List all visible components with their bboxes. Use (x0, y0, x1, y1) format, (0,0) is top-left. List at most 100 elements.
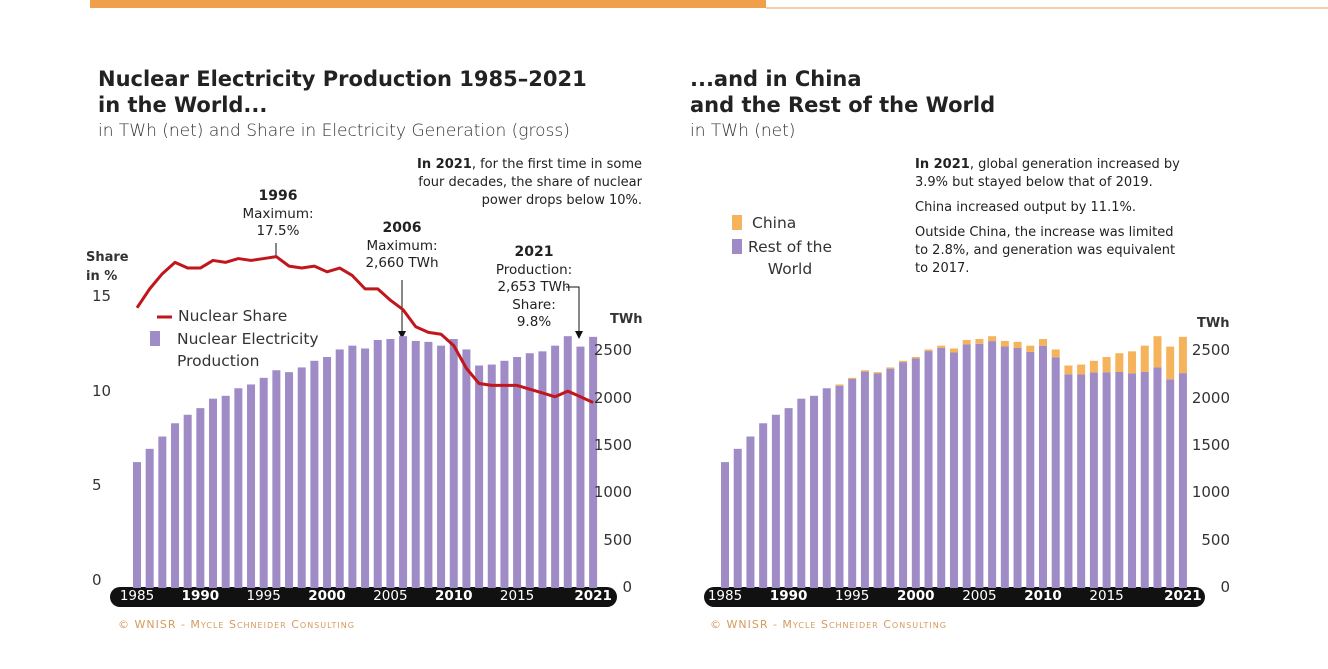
bar (259, 377, 268, 588)
legend-swatch (732, 215, 742, 230)
legend-swatch (150, 331, 160, 346)
annotation-line: 9.8% (516, 314, 552, 330)
bar (348, 345, 357, 588)
bar (525, 353, 534, 588)
bar-segment (848, 378, 857, 588)
bar-segment (1166, 379, 1175, 588)
annotation: 2021 Production: 2,653 TWh Share: 9.8% (474, 244, 594, 332)
bar-segment (1051, 349, 1060, 358)
share-line (135, 255, 594, 404)
bar-segment (1026, 351, 1035, 588)
y2-tick-label: 2000 (593, 388, 632, 407)
bar (158, 436, 167, 588)
annotation-line: 2006 (382, 220, 422, 236)
note-text: , for the first time in some four decade… (418, 157, 642, 208)
bar-segment (899, 362, 908, 588)
y-tick-label: 15 (92, 287, 112, 305)
bar-segment (886, 367, 895, 369)
bar-segment (1178, 336, 1187, 374)
bar (183, 414, 192, 588)
legend-label: Nuclear Share (178, 307, 288, 325)
x-tick-label: 2010 (1024, 588, 1062, 604)
bar-segment (911, 358, 920, 588)
bar-segment (988, 341, 997, 588)
bar (576, 346, 585, 588)
annotation-line: 2,653 TWh (497, 279, 571, 295)
bar-segment (1089, 372, 1098, 588)
bar-segment (873, 373, 882, 588)
y-tick-label: 0 (1220, 578, 1230, 596)
y2-tick-label: 2500 (593, 341, 632, 360)
bar (437, 345, 446, 588)
y2-tick-label: 500 (603, 530, 632, 549)
x-tick-label: 1995 (835, 588, 870, 604)
bar (272, 370, 281, 588)
note-text: China increased output by 11.1%. (915, 200, 1136, 215)
note: In 2021, for the first time in some four… (387, 156, 642, 210)
bar-segment (924, 351, 933, 588)
x-tick-label: 2000 (897, 588, 935, 604)
bar-segment (1166, 346, 1175, 380)
annotation-line: Share: (512, 296, 556, 313)
bar (196, 408, 205, 588)
bar (361, 348, 370, 588)
annotation: 1996 Maximum: 17.5% (218, 188, 338, 241)
bar (234, 388, 243, 588)
y-tick-label: 1000 (1191, 483, 1230, 502)
bar (500, 360, 509, 588)
x-tick-label: 2015 (1089, 588, 1124, 604)
bar-segment (1102, 357, 1111, 373)
bar (424, 341, 433, 588)
chart-title: and the Rest of the World (690, 93, 996, 117)
bar-segment (1115, 371, 1124, 588)
x-tick-label: 1990 (769, 588, 808, 604)
x-tick-label: 2005 (373, 588, 408, 604)
bar-segment (1000, 340, 1009, 347)
arrowhead (398, 331, 406, 339)
annotation-line: Production: (495, 261, 573, 278)
bar-segment (949, 348, 958, 353)
bar-segment (1064, 365, 1073, 375)
bar (386, 339, 395, 588)
bar (475, 365, 484, 588)
bar-segment (1102, 372, 1111, 588)
bar-segment (746, 436, 755, 588)
x-tick-label: 2000 (308, 588, 346, 604)
bar (323, 357, 332, 588)
notes: In 2021, global generation increased by … (915, 156, 1185, 285)
bar-segment (988, 336, 997, 342)
bar-segment (1115, 353, 1124, 372)
y-tick-label: 2500 (1191, 341, 1230, 360)
x-tick-label: 2010 (434, 588, 473, 604)
bar-segment (822, 388, 831, 588)
legend-label: Rest of the World (748, 238, 832, 278)
bar-segment (1013, 348, 1022, 588)
bar-segment (1039, 339, 1047, 346)
bar (462, 349, 471, 588)
bar-segment (937, 347, 946, 588)
note-paragraph: In 2021, global generation increased by … (915, 156, 1185, 192)
bar-segment (784, 408, 793, 588)
annotation-line: 17.5% (256, 223, 300, 239)
bar-segment (1077, 364, 1086, 375)
bar-segment (1140, 345, 1149, 372)
bar-segment (1064, 374, 1073, 588)
bar (399, 336, 408, 588)
bar (335, 349, 344, 588)
note-text: , global generation increased by 3.9% bu… (915, 157, 1180, 190)
bar-segment (937, 345, 946, 348)
bar (145, 448, 154, 588)
bar-segment (899, 360, 908, 363)
bar-segment (721, 462, 729, 588)
legend-swatch (732, 239, 742, 254)
annotation: 2006 Maximum: 2,660 TWh (342, 220, 462, 273)
bar-segment (962, 344, 971, 588)
x-tick-label: 1995 (246, 588, 281, 604)
chart-title: in the World... (98, 93, 268, 117)
chart-subtitle: in TWh (net) (690, 121, 796, 141)
y-tick-label: 1500 (1191, 436, 1230, 454)
bar-segment (911, 357, 920, 359)
annotation-line: Maximum: (366, 237, 438, 254)
note-text: Outside China, the increase was limited … (915, 225, 1176, 276)
x-tick-label: 2005 (962, 588, 997, 604)
